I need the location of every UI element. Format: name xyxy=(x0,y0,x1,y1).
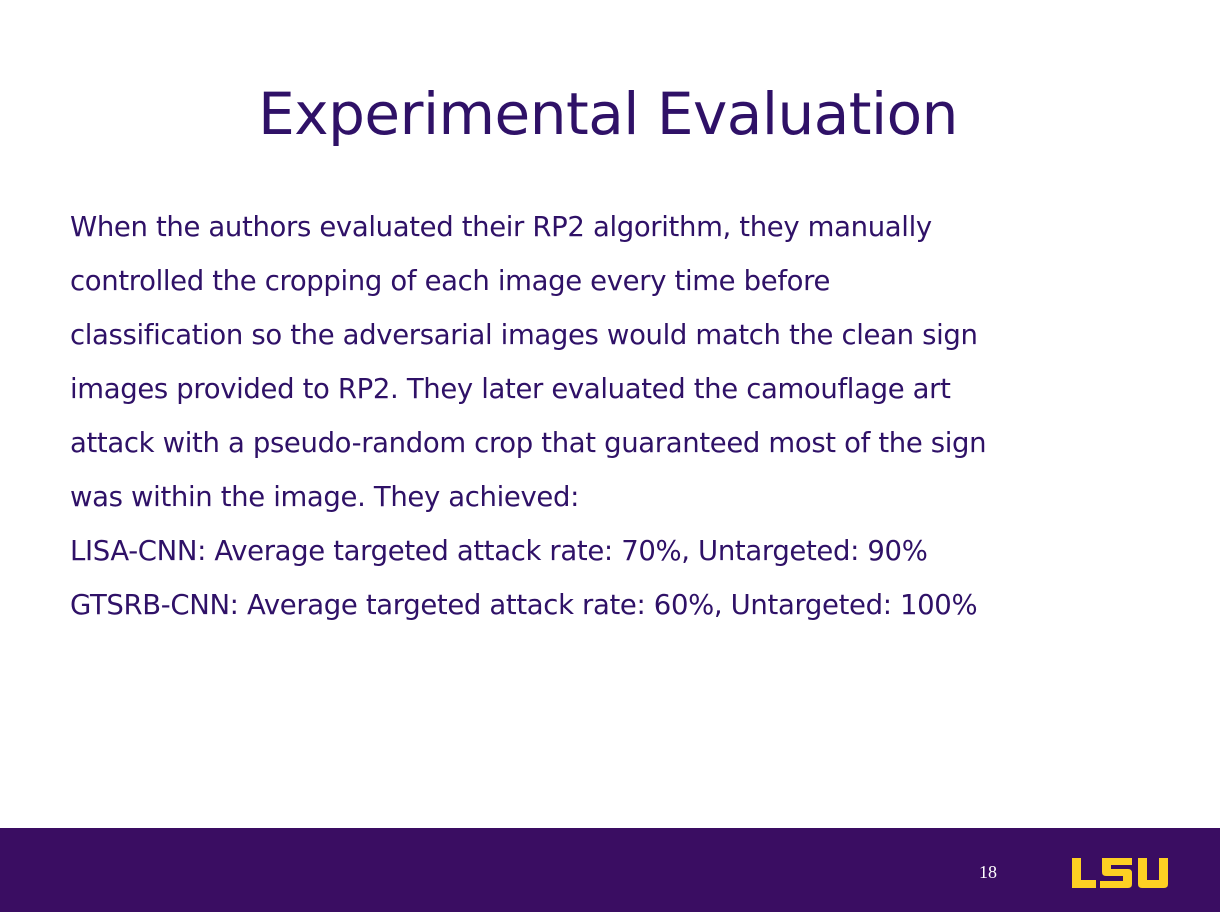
footer-bar: 18 xyxy=(0,828,1220,912)
body-line-gtsrb-result: GTSRB-CNN: Average targeted attack rate:… xyxy=(70,589,978,621)
slide-body: When the authors evaluated their RP2 alg… xyxy=(70,200,1190,632)
lsu-logo-icon xyxy=(1072,858,1168,888)
body-line: images provided to RP2. They later evalu… xyxy=(70,373,951,405)
slide-title: Experimental Evaluation xyxy=(258,80,958,148)
body-line: classification so the adversarial images… xyxy=(70,319,978,351)
body-line: attack with a pseudo-random crop that gu… xyxy=(70,427,987,459)
body-line: was within the image. They achieved: xyxy=(70,481,580,513)
body-line: When the authors evaluated their RP2 alg… xyxy=(70,211,932,243)
page-number: 18 xyxy=(979,862,997,882)
body-line-lisa-result: LISA-CNN: Average targeted attack rate: … xyxy=(70,535,928,567)
body-line: controlled the cropping of each image ev… xyxy=(70,265,831,297)
